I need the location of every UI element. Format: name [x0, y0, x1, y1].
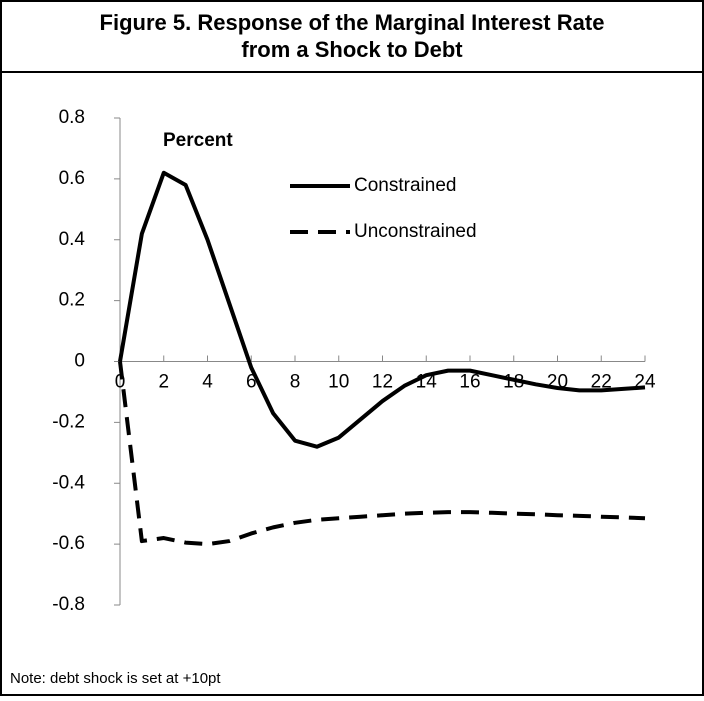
- x-tick-label: 6: [246, 372, 257, 393]
- y-tick-label: -0.6: [52, 533, 85, 554]
- y-tick-label: 0.6: [59, 168, 85, 189]
- x-tick-label: 22: [591, 372, 612, 393]
- y-tick-label: -0.2: [52, 411, 85, 432]
- series-line: [118, 361, 646, 547]
- y-tick-label: 0.2: [59, 290, 85, 311]
- x-tick-label: 8: [290, 372, 301, 393]
- y-tick-label: 0: [74, 351, 85, 372]
- x-tick-label: 10: [328, 372, 349, 393]
- y-axis-label: Percent: [163, 130, 233, 151]
- y-tick-label: 0.4: [59, 229, 86, 250]
- legend-label: Constrained: [354, 175, 456, 196]
- x-tick-label: 0: [115, 372, 126, 393]
- x-tick-label: 16: [459, 372, 480, 393]
- note: Note: debt shock is set at +10pt: [10, 670, 221, 687]
- y-tick-label: 0.8: [59, 107, 85, 128]
- x-tick-label: 4: [202, 372, 213, 393]
- y-tick-label: -0.8: [52, 594, 85, 615]
- series-line: [118, 170, 646, 449]
- y-tick-label: -0.4: [52, 472, 85, 493]
- x-tick-label: 12: [372, 372, 393, 393]
- legend-label: Unconstrained: [354, 221, 477, 242]
- chart-title: Figure 5. Response of the Marginal Inter…: [100, 10, 605, 35]
- x-tick-label: 2: [158, 372, 169, 393]
- chart-title: from a Shock to Debt: [241, 37, 463, 62]
